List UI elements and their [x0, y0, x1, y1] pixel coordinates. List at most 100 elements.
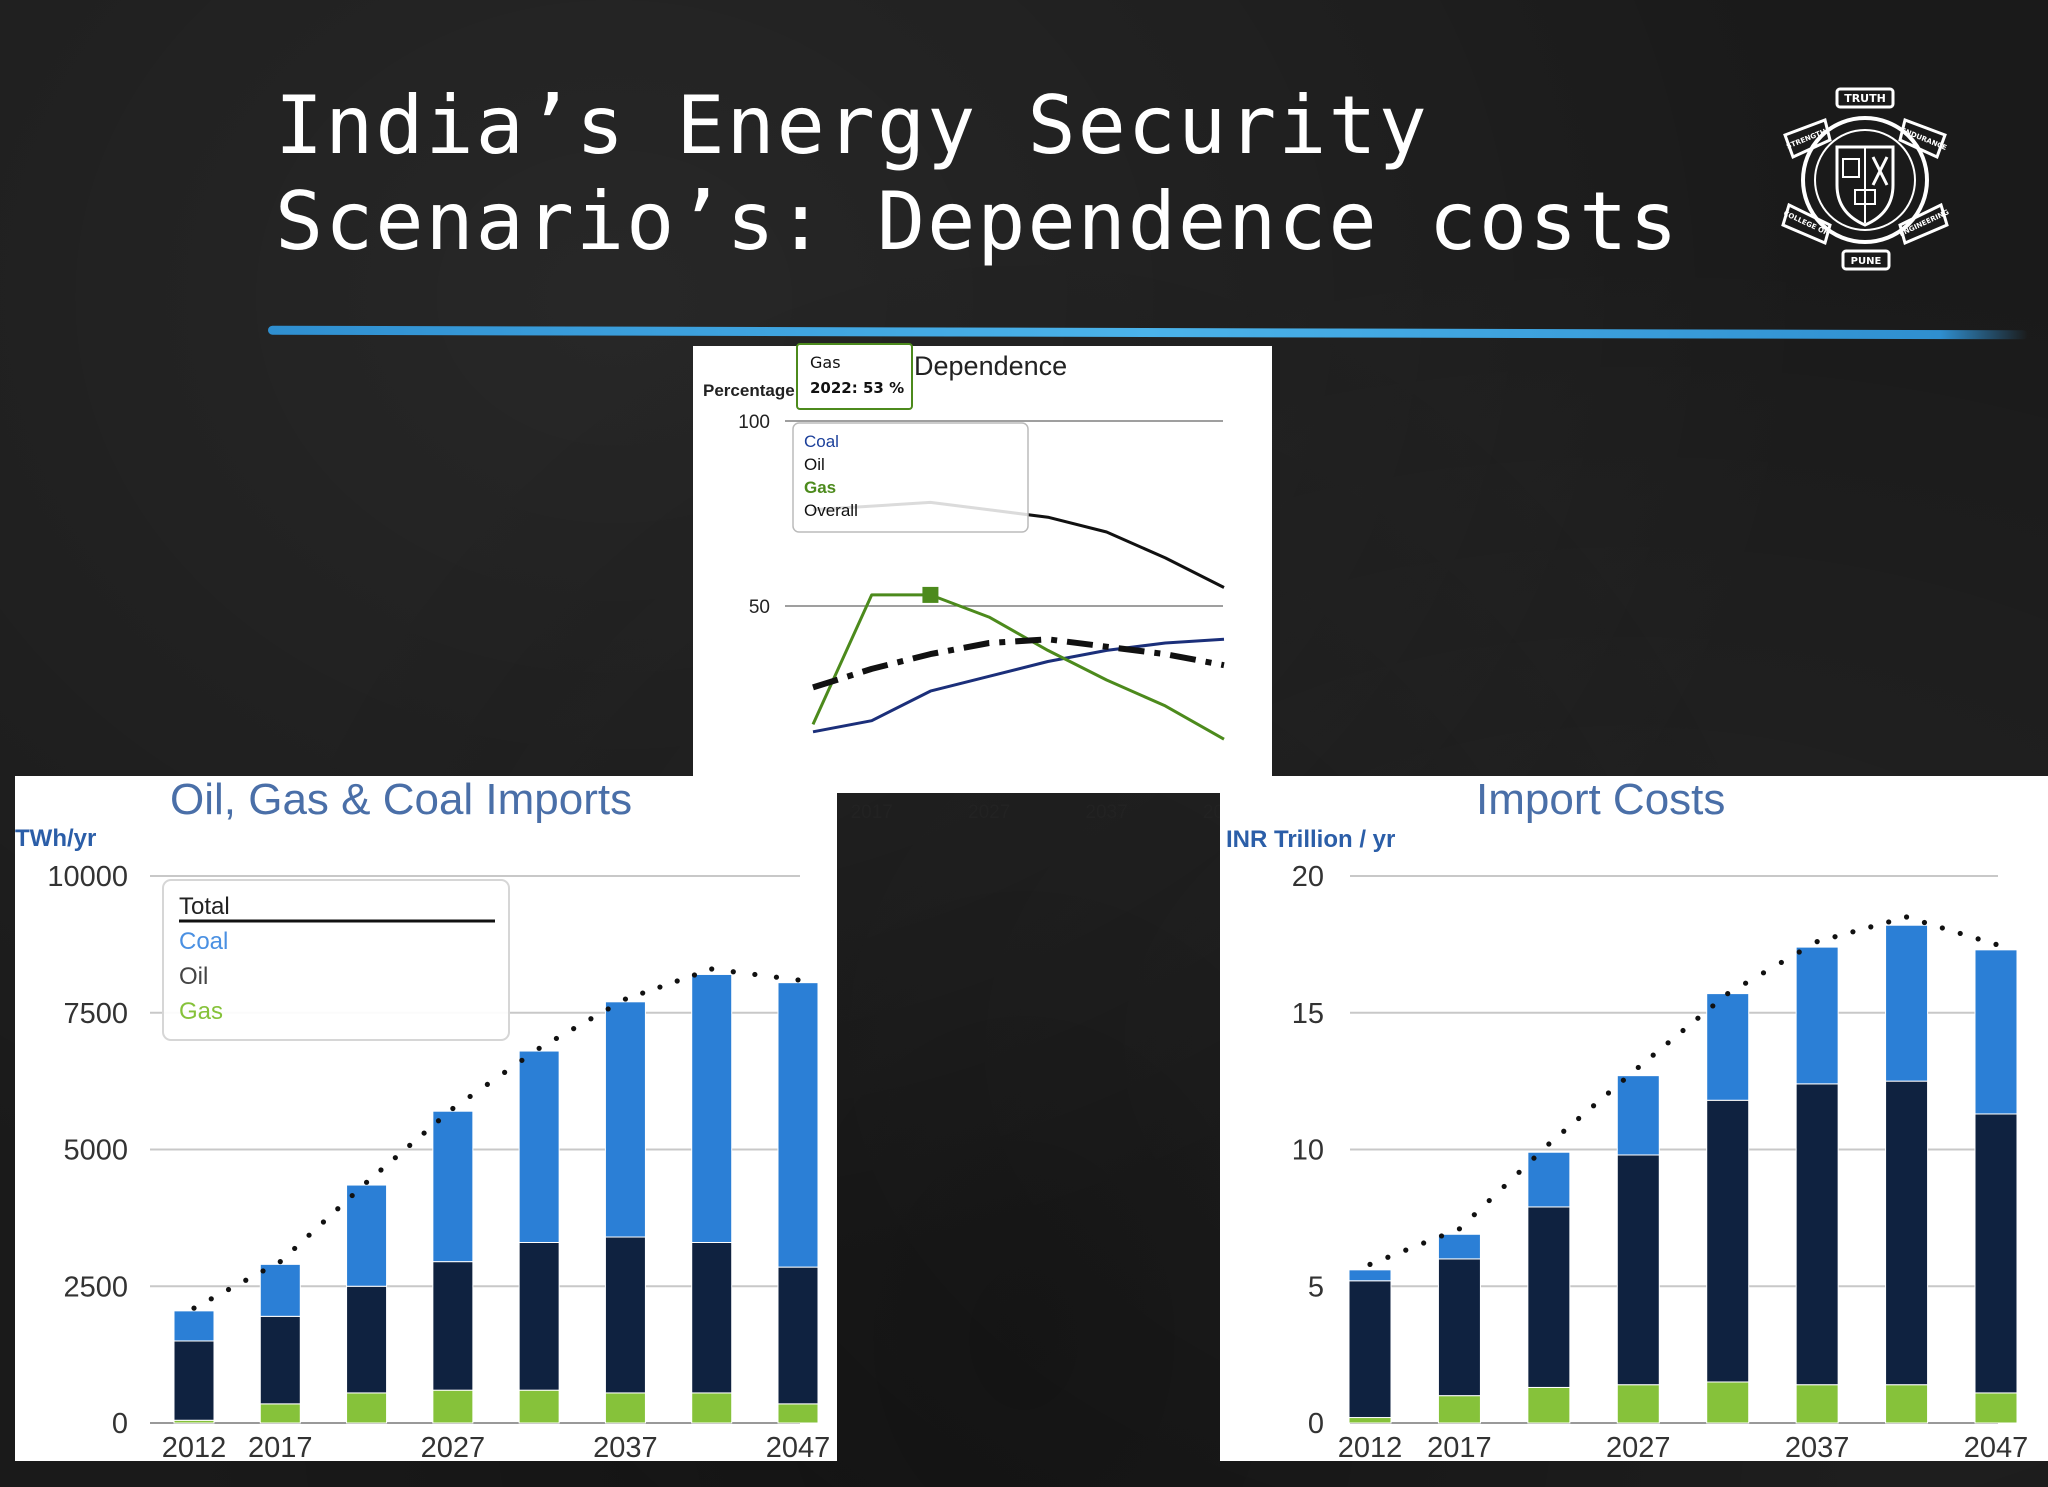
total-dot: [1695, 1015, 1701, 1021]
legend-item-gas: Gas: [179, 998, 223, 1025]
total-dot: [1725, 991, 1731, 997]
legend-item-overall: Overall: [804, 501, 858, 520]
x-tick-label: 2037: [593, 1432, 658, 1464]
bar-oil: [1437, 1258, 1481, 1397]
series-line-overall: [812, 636, 1225, 691]
gas-highlight-marker: [922, 586, 939, 603]
gas-tooltip[interactable]: Gas 2022: 53 %: [796, 343, 913, 410]
costs-chart-title: Import Costs: [1476, 775, 1725, 824]
bar-coal: [432, 1110, 474, 1263]
total-dot: [752, 971, 758, 978]
legend-item-total: Total: [179, 893, 230, 920]
bar-gas: [518, 1389, 560, 1424]
legend-item-oil: Oil: [804, 455, 825, 474]
bar-oil: [1885, 1080, 1929, 1386]
slide-title-line-1: India’s Energy Security: [275, 79, 1429, 172]
bar-gas: [1437, 1395, 1481, 1424]
total-dot: [1665, 1040, 1671, 1046]
total-dot: [407, 1142, 413, 1148]
import-costs-panel: 0 5 10 15 20 2012 2017 2027 2037 2047 Import Cost…: [1220, 775, 2048, 1464]
y-tick-label: 0: [112, 1408, 128, 1440]
bar-coal: [1527, 1151, 1571, 1208]
bar-coal: [1348, 1269, 1392, 1282]
total-dot: [1850, 929, 1856, 935]
total-dot: [306, 1232, 312, 1238]
x-tick-label: 2027: [421, 1432, 486, 1464]
total-dot: [1620, 1077, 1626, 1083]
total-dot: [450, 1105, 456, 1112]
bar-coal: [518, 1050, 560, 1243]
bar-gas: [1348, 1417, 1392, 1424]
total-dot: [1778, 959, 1784, 966]
total-dot: [1760, 970, 1767, 976]
total-dot: [588, 1016, 594, 1022]
tooltip-value: 2022: 53 %: [810, 379, 904, 397]
bar-gas: [777, 1403, 819, 1424]
imports-y-label: TWh/yr: [15, 825, 96, 852]
import-dependence-chart: 05010020122017202720372047 Import Depend…: [703, 343, 1245, 823]
total-dot: [674, 978, 680, 984]
bar-gas: [1795, 1384, 1839, 1424]
total-dot: [349, 1192, 355, 1199]
y-tick-label: 5: [1308, 1271, 1324, 1303]
bar-oil: [432, 1261, 474, 1391]
total-dot: [1561, 1128, 1567, 1134]
bar-gas: [432, 1389, 474, 1424]
total-dot: [622, 996, 629, 1002]
x-tick-label: 2037: [1785, 1432, 1850, 1464]
bar-oil: [1348, 1280, 1392, 1419]
x-tick-label: 2047: [766, 1432, 831, 1464]
bar-gas: [1974, 1392, 2018, 1424]
total-dot: [1421, 1240, 1427, 1246]
total-dot: [208, 1296, 214, 1302]
tooltip-series: Gas: [810, 353, 841, 372]
x-tick-label: 2017: [1427, 1432, 1492, 1464]
total-dot: [795, 977, 801, 983]
bar-coal: [173, 1310, 215, 1342]
total-dot: [773, 974, 780, 980]
total-dot: [260, 1268, 266, 1274]
total-dot: [320, 1219, 327, 1225]
total-dot: [519, 1057, 525, 1063]
bar-oil: [346, 1285, 388, 1394]
y-tick-label: 5000: [63, 1135, 128, 1167]
tooltip-box: [796, 343, 913, 410]
total-dot: [1438, 1233, 1445, 1239]
bar-gas: [1885, 1384, 1929, 1424]
costs-y-label: INR Trillion / yr: [1226, 826, 1395, 853]
total-dot: [640, 990, 646, 996]
y-tick-label: 2500: [63, 1271, 128, 1303]
bar-gas: [1706, 1381, 1750, 1424]
total-dot: [1868, 924, 1874, 930]
total-dot: [435, 1118, 442, 1124]
bar-coal: [346, 1184, 388, 1287]
x-tick-label: 2012: [1338, 1432, 1403, 1464]
y-tick-label: 0: [1308, 1408, 1324, 1440]
bar-oil: [1527, 1206, 1571, 1388]
imports-chart: 0 2500 5000 7500 10000 2012 2017 2027 2037 2047 O…: [15, 775, 831, 1464]
y-tick-label: 15: [1292, 998, 1324, 1030]
total-dot: [243, 1277, 249, 1283]
bar-coal: [1706, 993, 1750, 1101]
total-dot: [1456, 1226, 1463, 1232]
total-dot: [730, 969, 736, 975]
dependence-legend: Coal Oil Gas Overall: [792, 422, 1029, 533]
total-dot: [1650, 1052, 1656, 1058]
title-divider: [267, 325, 2029, 340]
bar-oil: [777, 1266, 819, 1405]
total-dot: [335, 1206, 341, 1212]
total-dot: [1680, 1027, 1686, 1034]
bar-gas: [1616, 1384, 1660, 1424]
x-tick-label: 2017: [248, 1432, 313, 1464]
bar-oil: [1616, 1154, 1660, 1386]
bar-oil: [1974, 1113, 2018, 1394]
total-dot: [1516, 1169, 1522, 1175]
total-dot: [1471, 1212, 1477, 1218]
bar-coal: [1795, 946, 1839, 1085]
logo-text-top: TRUTH: [1844, 92, 1886, 105]
total-dot: [1403, 1247, 1409, 1253]
total-dot: [1975, 936, 1981, 942]
series-line-coal: [812, 637, 1225, 734]
bar-oil: [691, 1241, 733, 1394]
total-dot: [1605, 1090, 1612, 1096]
